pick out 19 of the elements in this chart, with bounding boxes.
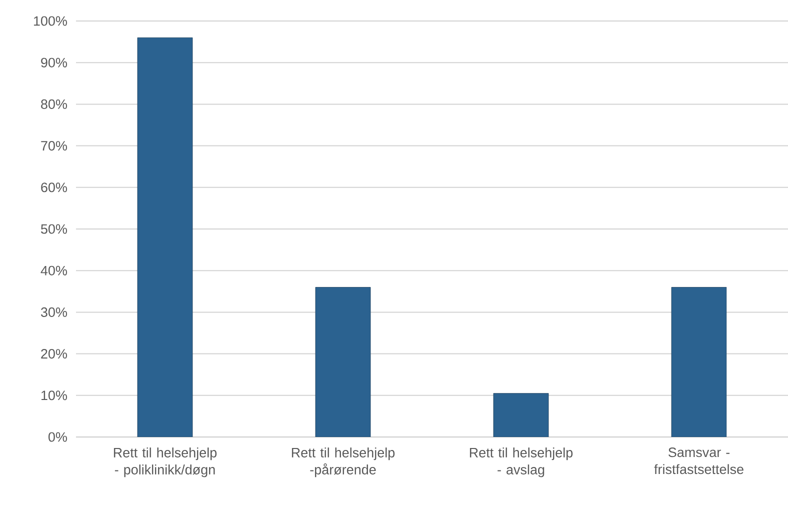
y-tick-label: 20% <box>41 349 67 359</box>
y-tick-label: 40% <box>40 266 67 276</box>
x-tick-label: Rett til helsehjelp -pårørende <box>292 448 395 478</box>
bar <box>493 393 549 437</box>
y-tick-label: 60% <box>41 182 67 192</box>
x-tick-label: Samsvar - fristfastsettelse <box>654 448 744 474</box>
x-tick-label: Rett til helsehjelp - poliklinikk/døgn <box>114 448 217 478</box>
y-tick-label: 10% <box>41 390 67 400</box>
bar <box>137 37 193 437</box>
y-tick-label: 30% <box>40 307 67 317</box>
y-tick-label: 90% <box>41 58 67 68</box>
y-tick-label: 80% <box>41 99 67 109</box>
bar <box>315 287 371 437</box>
y-tick-label: 70% <box>41 141 67 151</box>
y-tick-label: 0% <box>48 432 67 442</box>
x-tick-label: Rett til helsehjelp - avslag <box>470 448 573 478</box>
y-tick-label: 100% <box>34 16 67 26</box>
bar <box>671 287 727 437</box>
y-tick-label: 50% <box>40 224 67 234</box>
